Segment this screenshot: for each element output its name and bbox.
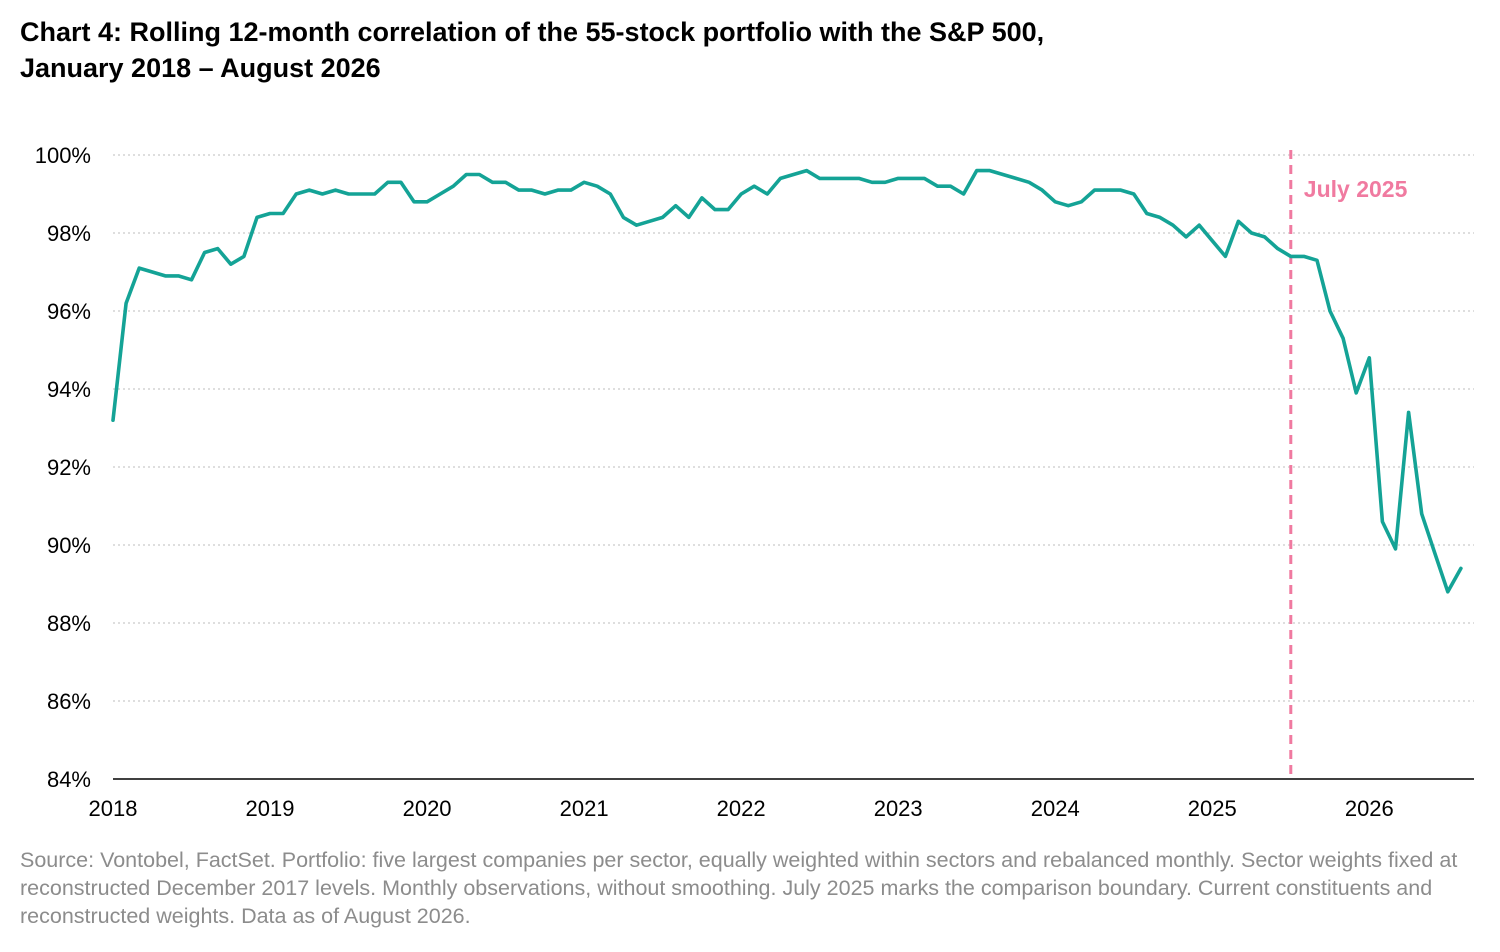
chart-title: Chart 4: Rolling 12-month correlation of… bbox=[20, 14, 1480, 86]
x-tick-label: 2026 bbox=[1345, 796, 1394, 821]
y-tick-label: 84% bbox=[47, 767, 91, 792]
y-tick-label: 100% bbox=[35, 143, 91, 168]
correlation-line bbox=[111, 168, 1463, 594]
y-tick-label: 92% bbox=[47, 455, 91, 480]
chart-title-line1: Chart 4: Rolling 12-month correlation of… bbox=[20, 17, 1045, 47]
x-axis: 2018 2019 2020 2021 2022 2023 2024 2025 2026 bbox=[89, 778, 1474, 821]
y-tick-label: 96% bbox=[47, 299, 91, 324]
y-tick-label: 88% bbox=[47, 611, 91, 636]
gridlines bbox=[113, 154, 1474, 702]
x-tick-label: 2022 bbox=[717, 796, 766, 821]
x-tick-label: 2020 bbox=[403, 796, 452, 821]
source-note: Source: Vontobel, FactSet. Portfolio: fi… bbox=[20, 848, 1458, 928]
y-tick-label: 94% bbox=[47, 377, 91, 402]
x-tick-label: 2024 bbox=[1031, 796, 1080, 821]
x-tick-label: 2019 bbox=[246, 796, 295, 821]
x-tick-label: 2025 bbox=[1188, 796, 1237, 821]
y-tick-label: 90% bbox=[47, 533, 91, 558]
x-tick-label: 2021 bbox=[560, 796, 609, 821]
y-tick-label: 98% bbox=[47, 221, 91, 246]
line-chart: 84% 86% 88% 90% 92% 94% 96% 98% 100% 2018 2019 202… bbox=[35, 143, 1474, 821]
y-axis-tick-labels: 84% 86% 88% 90% 92% 94% 96% 98% 100% bbox=[35, 143, 91, 792]
chart-title-line2: January 2018 – August 2026 bbox=[20, 53, 381, 83]
marker-label: July 2025 bbox=[1304, 176, 1408, 202]
july-2025-marker: July 2025 bbox=[1289, 150, 1408, 775]
x-tick-label: 2018 bbox=[89, 796, 138, 821]
x-tick-label: 2023 bbox=[874, 796, 923, 821]
series-lines bbox=[111, 168, 1463, 594]
y-tick-label: 86% bbox=[47, 689, 91, 714]
